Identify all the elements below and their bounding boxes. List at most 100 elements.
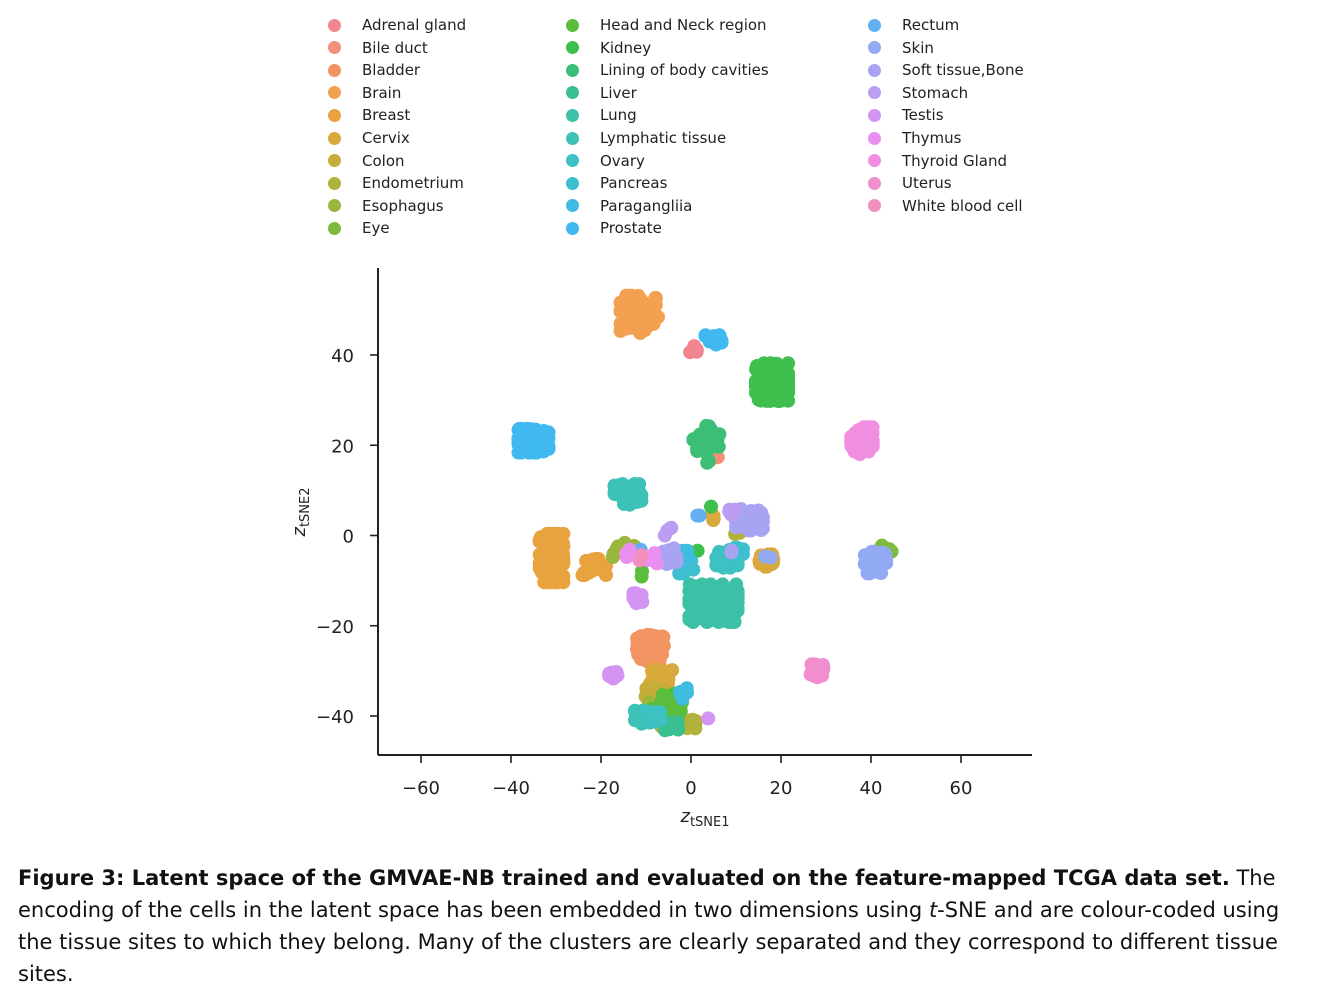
data-point: [644, 712, 658, 727]
legend-item: Eye: [320, 217, 390, 239]
data-point: [644, 311, 659, 326]
legend-marker: [328, 176, 341, 190]
series-lymphatic-tissue: [607, 477, 658, 731]
data-point: [656, 638, 671, 653]
data-point: [707, 599, 722, 614]
legend-marker: [328, 63, 341, 77]
data-point: [704, 499, 718, 514]
legend-marker: [328, 131, 341, 145]
data-point: [737, 520, 752, 535]
data-point: [725, 598, 740, 613]
data-point: [528, 436, 543, 451]
data-point: [613, 303, 628, 318]
legend-item: Breast: [320, 104, 410, 126]
legend-item: Kidney: [558, 37, 651, 59]
y-tick-label: 0: [343, 527, 354, 548]
legend-marker: [328, 108, 341, 122]
figure-caption: Figure 3: Latent space of the GMVAE-NB t…: [18, 862, 1314, 990]
caption-text-end: -SNE and are colour-coded using the tiss…: [18, 898, 1280, 986]
data-point: [709, 550, 724, 565]
data-point: [700, 431, 715, 446]
legend-item: White blood cell: [860, 195, 1023, 217]
data-point: [654, 694, 669, 709]
legend-item: Bile duct: [320, 37, 428, 59]
legend-label: White blood cell: [902, 196, 1023, 215]
legend-marker: [328, 154, 341, 168]
y-tick-label: −40: [316, 707, 354, 728]
data-point: [622, 546, 636, 561]
legend-label: Pancreas: [600, 174, 668, 193]
legend-label: Kidney: [600, 38, 652, 57]
data-point: [690, 508, 705, 523]
data-point: [696, 582, 711, 597]
x-tick-label: −40: [492, 778, 530, 799]
legend-label: Lining of body cavities: [600, 61, 769, 80]
legend-item: Thymus: [860, 127, 961, 149]
y-tick-label: 40: [331, 346, 354, 367]
data-point: [606, 671, 621, 686]
data-point: [637, 635, 652, 649]
series-adrenal-gland: [683, 339, 704, 360]
legend-marker: [566, 176, 579, 190]
series-breast: [532, 526, 613, 590]
data-point: [556, 555, 571, 570]
data-point: [740, 508, 755, 523]
y-tick-label: 20: [331, 436, 354, 457]
data-point: [645, 663, 659, 678]
legend-marker: [328, 41, 341, 55]
series-kidney: [690, 356, 796, 558]
legend-label: Esophagus: [362, 196, 444, 215]
series-lung: [682, 577, 745, 629]
data-point: [679, 681, 694, 696]
legend-item: Stomach: [860, 82, 968, 104]
data-point: [577, 565, 592, 580]
x-tick-label: 0: [685, 778, 696, 799]
data-point: [633, 317, 647, 332]
data-point: [724, 545, 739, 560]
series-thyroid-gland: [844, 420, 880, 462]
legend-marker: [566, 154, 579, 168]
series-brain: [613, 288, 665, 340]
legend-item: Endometrium: [320, 172, 464, 194]
legend-label: Stomach: [902, 83, 969, 102]
data-point: [548, 575, 563, 590]
data-point: [511, 432, 526, 447]
chart-legend: Adrenal gland Bile duct Bladder Brain Breast…: [320, 14, 1080, 246]
legend-label: Thyroid Gland: [902, 151, 1008, 170]
data-point: [682, 577, 697, 592]
figure-label: Figure 3: Latent space of the GMVAE-NB t…: [18, 866, 1230, 890]
legend-item: Skin: [860, 37, 934, 59]
legend-marker: [868, 63, 881, 77]
legend-label: Adrenal gland: [362, 16, 467, 34]
y-axis-label: ztSNE2: [289, 487, 313, 537]
series-stomach: [657, 502, 743, 543]
data-point: [709, 585, 724, 599]
data-point: [634, 569, 649, 584]
data-point: [541, 439, 556, 454]
y-tick-label: −20: [316, 617, 354, 638]
legend-label: Ovary: [600, 151, 645, 170]
legend-item: Lining of body cavities: [558, 59, 769, 81]
legend-label: Bladder: [362, 61, 421, 80]
legend-label: Lung: [600, 106, 637, 125]
legend-marker: [328, 86, 341, 100]
legend-label: Eye: [362, 219, 390, 238]
legend-marker: [566, 221, 579, 235]
series-testis: [602, 586, 716, 726]
x-tick-label: 60: [950, 778, 973, 799]
data-point: [648, 290, 663, 305]
legend-marker: [566, 199, 579, 213]
legend-marker: [868, 199, 881, 213]
legend-item: Soft tissue,Bone: [860, 59, 1024, 81]
legend-label: Colon: [362, 151, 405, 170]
legend-marker: [868, 131, 881, 145]
legend-item: Lung: [558, 104, 637, 126]
data-point: [735, 545, 750, 560]
legend-label: Rectum: [902, 16, 960, 34]
data-point: [763, 550, 778, 565]
legend-marker: [566, 41, 579, 55]
x-tick-label: 40: [860, 778, 883, 799]
legend-item: Adrenal gland: [320, 14, 466, 36]
legend-item: Ovary: [558, 150, 645, 172]
legend-marker: [566, 131, 579, 145]
